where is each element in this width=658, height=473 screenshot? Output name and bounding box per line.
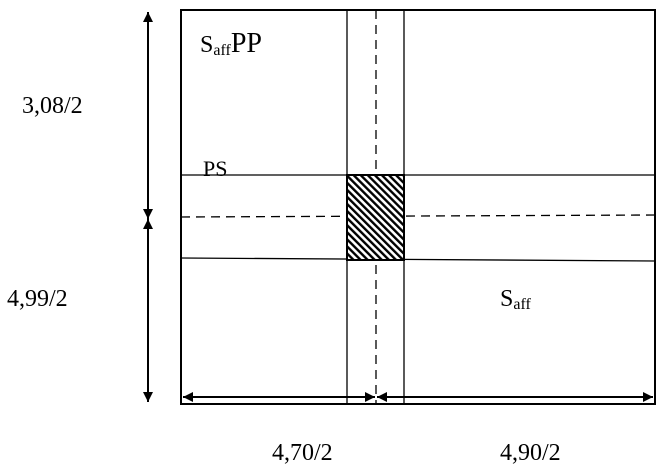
column-hatched (346, 174, 405, 261)
horizontal-beam-axis (180, 214, 656, 218)
label-saff-pp-sub: aff (213, 42, 231, 59)
label-saff: Saff (500, 286, 532, 313)
dimension-label-bottom: 4,99/2 (7, 286, 68, 312)
label-saff-pp-main: S (200, 32, 213, 58)
panel-outline (180, 9, 656, 405)
horizontal-beam-bottom-edge (180, 257, 656, 262)
label-saff-pp-suffix: PP (231, 28, 262, 59)
dimension-label-right: 4,90/2 (500, 440, 561, 466)
dimension-label-top: 3,08/2 (22, 93, 83, 119)
label-saff-pp: SaffPP (200, 28, 262, 59)
label-ps: PS (203, 156, 227, 181)
dimension-label-left: 4,70/2 (272, 440, 333, 466)
label-saff-sub: aff (513, 296, 531, 313)
label-saff-main: S (500, 286, 513, 312)
